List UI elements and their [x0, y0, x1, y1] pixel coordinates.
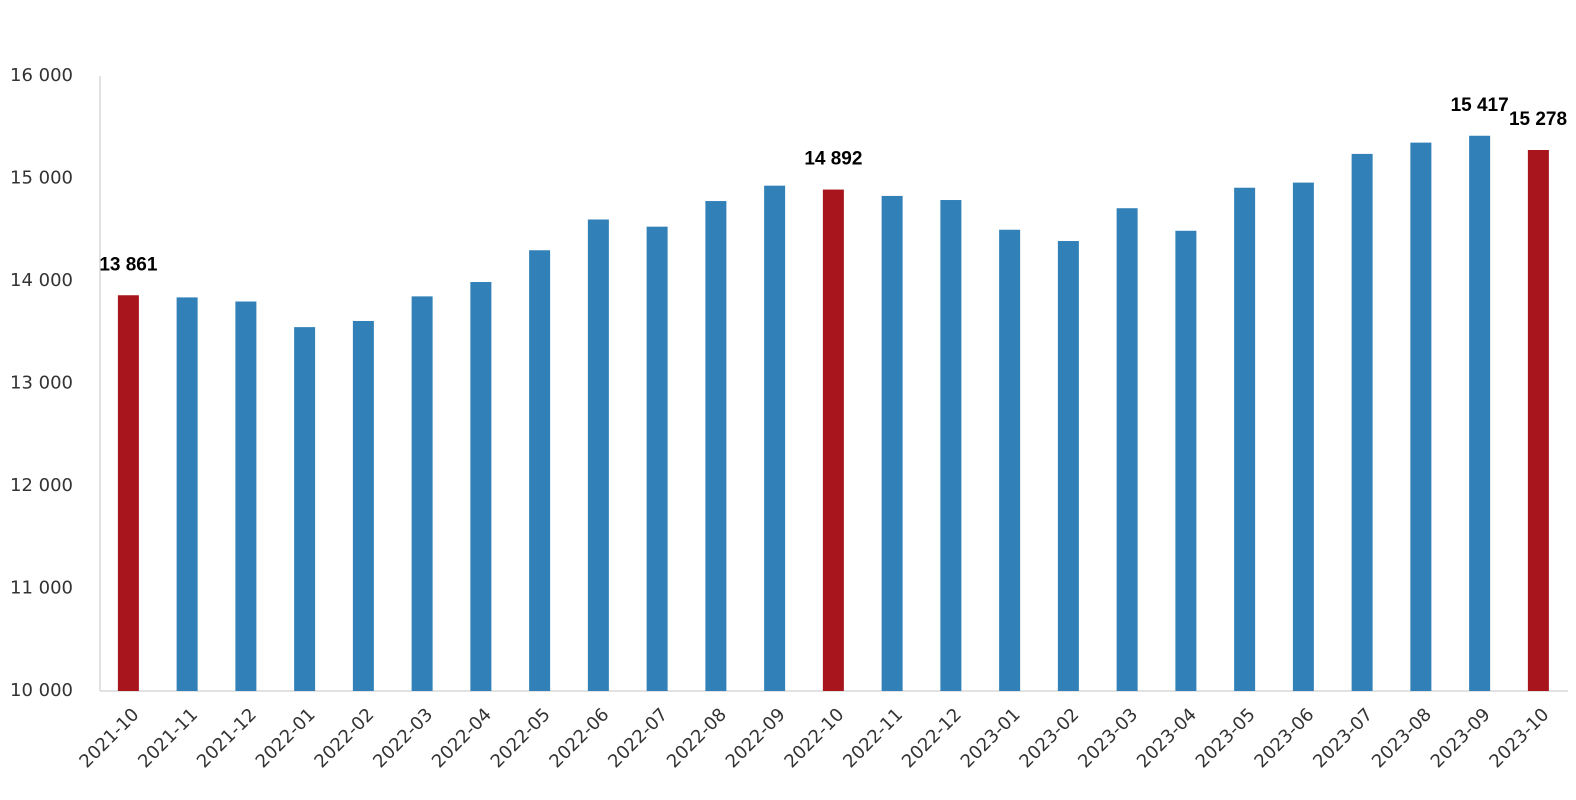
x-tick-label: 2022-09: [722, 704, 790, 772]
x-tick-label: 2023-06: [1250, 704, 1318, 772]
x-tick-label: 2021-10: [75, 704, 143, 772]
y-tick-label: 10 000: [10, 680, 73, 701]
bar: [1351, 153, 1373, 691]
bar: [235, 301, 257, 691]
x-tick-label: 2023-05: [1192, 704, 1260, 772]
bar: [1175, 230, 1197, 691]
bar: [1527, 150, 1549, 691]
x-tick-label: 2022-02: [310, 704, 378, 772]
bar: [1116, 208, 1138, 691]
x-tick-label: 2022-12: [898, 704, 966, 772]
x-tick-label: 2022-04: [428, 704, 496, 772]
bar: [411, 296, 433, 691]
bar: [529, 250, 551, 691]
x-tick-label: 2023-01: [957, 704, 1025, 772]
bar: [587, 219, 609, 691]
y-tick-label: 13 000: [10, 373, 73, 394]
bar: [1469, 135, 1491, 691]
x-tick-label: 2022-07: [604, 704, 672, 772]
y-tick-label: 14 000: [10, 270, 73, 291]
bar: [764, 185, 786, 692]
bar: [999, 229, 1021, 691]
x-tick-label: 2023-09: [1427, 704, 1495, 772]
y-tick-label: 11 000: [10, 578, 73, 599]
bar: [117, 295, 139, 691]
x-tick-label: 2023-03: [1074, 704, 1142, 772]
y-tick-label: 15 000: [10, 168, 73, 189]
bar: [646, 226, 668, 692]
bar: [352, 320, 374, 691]
x-tick-label: 2023-08: [1368, 704, 1436, 772]
bar: [822, 189, 844, 691]
bar: [1057, 241, 1079, 691]
x-tick-label: 2022-01: [252, 704, 320, 772]
x-tick-label: 2023-02: [1015, 704, 1083, 772]
x-tick-label: 2022-08: [663, 704, 731, 772]
value-label: 15 417: [1451, 95, 1509, 116]
bar: [881, 195, 903, 692]
x-tick-label: 2021-12: [193, 704, 261, 772]
bar: [940, 200, 962, 691]
bar: [1234, 187, 1256, 691]
value-label: 13 861: [99, 254, 158, 275]
bar: [176, 297, 198, 691]
x-tick-label: 2022-11: [839, 704, 907, 772]
x-tick-label: 2023-04: [1133, 704, 1201, 772]
y-tick-label: 16 000: [10, 65, 73, 86]
bar: [1410, 142, 1432, 691]
x-tick-label: 2023-07: [1309, 704, 1377, 772]
x-tick-label: 2022-10: [780, 704, 848, 772]
bar: [294, 327, 316, 691]
x-tick-label: 2022-05: [487, 704, 555, 772]
value-label: 14 892: [804, 149, 862, 170]
x-tick-label: 2022-03: [369, 704, 437, 772]
x-tick-label: 2023-10: [1485, 704, 1553, 772]
bar: [1292, 182, 1314, 691]
bar: [470, 282, 492, 691]
y-tick-label: 12 000: [10, 475, 73, 496]
bar: [705, 201, 727, 692]
value-label: 15 278: [1509, 109, 1567, 130]
x-tick-label: 2021-11: [134, 704, 202, 772]
x-tick-label: 2022-06: [545, 704, 613, 772]
